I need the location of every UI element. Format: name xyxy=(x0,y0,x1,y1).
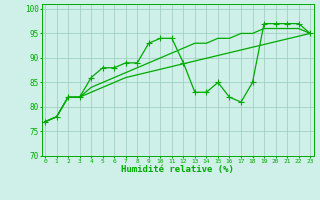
X-axis label: Humidité relative (%): Humidité relative (%) xyxy=(121,165,234,174)
